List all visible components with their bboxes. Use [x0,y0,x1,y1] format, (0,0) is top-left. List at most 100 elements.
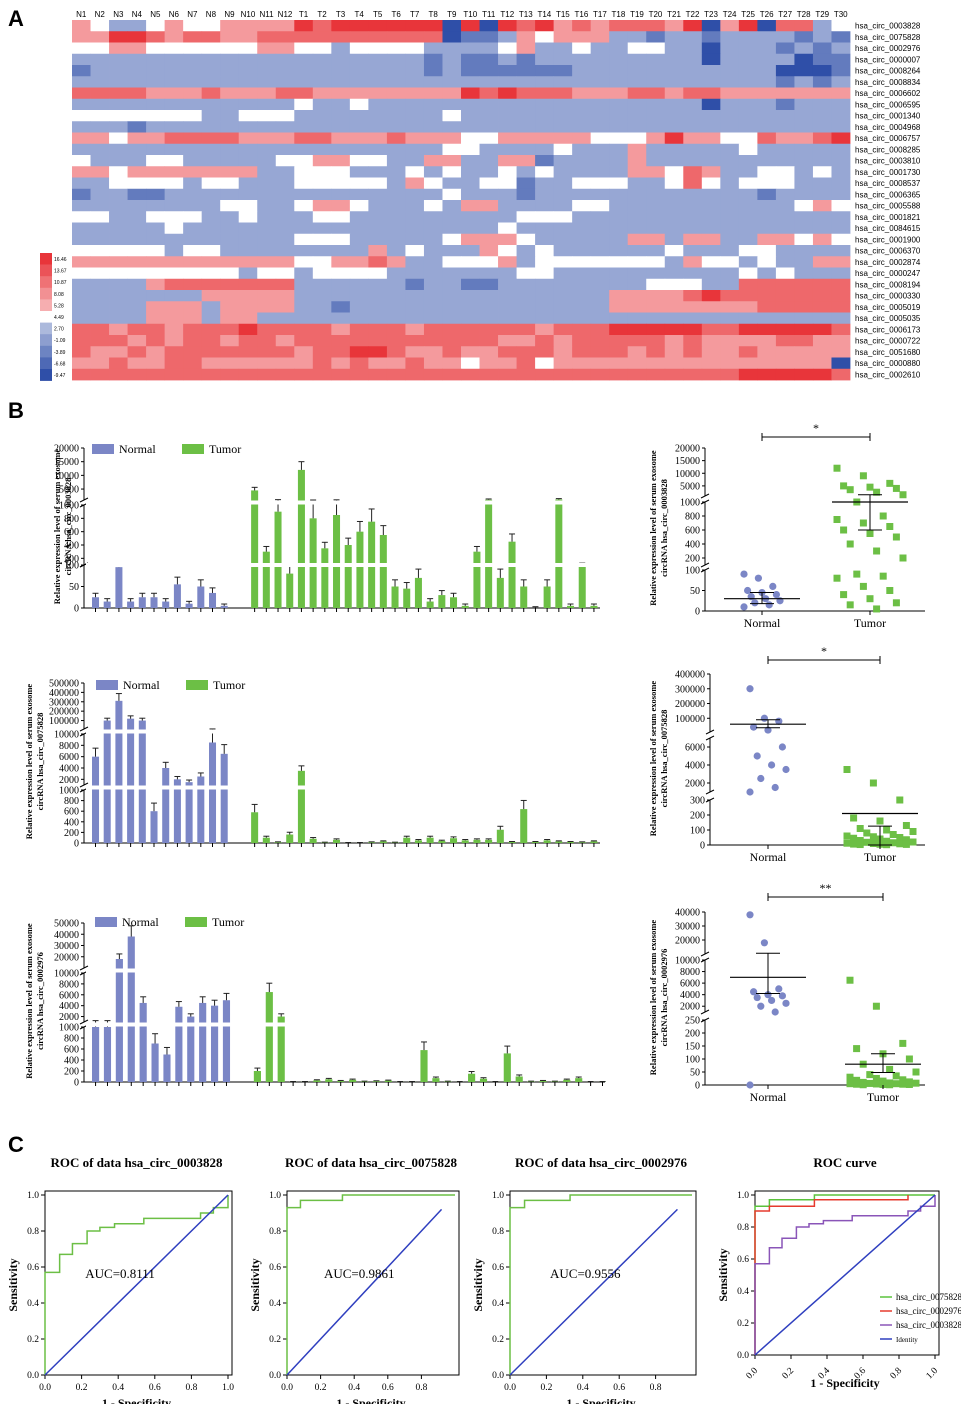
heatmap-cell [683,346,703,358]
heatmap-cell [164,245,184,257]
heatmap-cell [146,256,166,268]
y-axis-label: Relative expression level of serum exoso… [648,920,669,1076]
heatmap-cell [831,301,851,313]
y-axis-label: Relative expression level of serum exoso… [24,923,45,1079]
significance-marker: * [821,644,827,658]
tumor-dot [850,834,858,842]
heatmap-cell [664,301,684,313]
heatmap-column-label: T11 [482,10,496,19]
tumor-bar [391,586,399,608]
heatmap-cell [757,278,777,291]
heatmap-cell [331,166,351,178]
heatmap-cell [442,301,462,313]
tumor-bar [567,841,575,843]
heatmap-cell [572,346,592,358]
heatmap-cell [349,132,369,145]
heatmap-cell [220,200,240,212]
heatmap-cell [664,222,684,235]
y-tick-label: 0.0 [27,1371,39,1381]
heatmap-cell [386,256,406,268]
heatmap-cell [664,87,684,100]
heatmap-cell [90,323,110,336]
heatmap-column-label: T28 [797,10,811,19]
heatmap-cell [127,335,147,347]
heatmap-cell [701,222,721,235]
heatmap-cell [572,323,592,336]
heatmap-cell [72,357,91,370]
heatmap-cell [183,188,203,201]
heatmap-cell [738,368,758,381]
legend-label-tumor: Tumor [212,915,244,929]
heatmap-cell [461,188,480,201]
normal-bar [103,601,111,608]
heatmap-cell [183,211,203,223]
tumor-bar [485,499,493,608]
heatmap-cell [349,335,369,347]
heatmap-cell [461,290,480,302]
heatmap-cell [627,211,647,223]
normal-dot [769,582,777,591]
heatmap-cell [312,278,332,291]
heatmap-cell [627,267,647,280]
y-tick-label: 200 [690,811,705,822]
heatmap-cell [812,20,832,32]
heatmap-cell [553,110,573,122]
heatmap-cell [238,267,258,280]
heatmap-cell [127,245,147,257]
heatmap-cell [516,233,536,246]
heatmap-cell [275,211,295,223]
heatmap-cell [312,323,332,336]
heatmap-cell [405,290,425,302]
heatmap-row-label: hsa_circ_0002610 [855,370,921,379]
normal-dot [751,599,759,607]
heatmap-row-label: hsa_circ_0008194 [855,280,921,289]
heatmap-cell [368,233,388,246]
heatmap-cell [238,177,258,190]
heatmap-column-label: N7 [187,10,198,19]
heatmap-cell [72,177,91,190]
heatmap-cell [461,233,480,246]
legend-label-normal: Normal [119,442,156,456]
x-tick-label: 0.8 [650,1383,662,1393]
heatmap-cell [201,368,221,381]
heatmap-cell [368,65,388,77]
heatmap-cell [479,346,499,358]
heatmap-cell [127,65,147,77]
normal-bar [162,768,170,843]
heatmap-cell [331,312,351,325]
heatmap-cell [442,278,462,291]
heatmap-cell [423,301,443,313]
heatmap-cell [794,65,814,77]
heatmap-cell [572,290,592,302]
heatmap-cell [609,143,629,156]
normal-bar [185,603,193,608]
y-tick-label: 10000 [675,956,700,967]
bar-chart-0075828: Relative expression level of serum exoso… [24,678,602,850]
heatmap-cell [349,290,369,302]
heatmap-cell [312,42,332,55]
heatmap-cell [812,368,832,381]
heatmap-cell [294,42,314,55]
heatmap-cell [72,301,91,313]
heatmap-cell [831,211,851,223]
normal-bar [211,1005,219,1082]
heatmap-column-label: T6 [391,10,401,19]
heatmap-cell [461,267,480,280]
heatmap-cell [775,110,795,122]
heatmap-cell [90,278,110,291]
heatmap-cell [257,368,277,381]
heatmap-cell [831,98,851,111]
heatmap-cell [794,53,814,66]
heatmap-cell [349,323,369,336]
heatmap-cell [738,278,758,291]
heatmap-cell [701,166,721,178]
heatmap-cell [72,200,91,212]
heatmap-cell [498,368,517,381]
normal-dot [765,601,773,609]
heatmap-cell [683,87,703,100]
heatmap-cell [831,143,851,156]
axis-break-band [86,968,607,973]
heatmap-cell [720,188,740,201]
heatmap-cell [275,312,295,325]
heatmap-cell [312,132,332,145]
